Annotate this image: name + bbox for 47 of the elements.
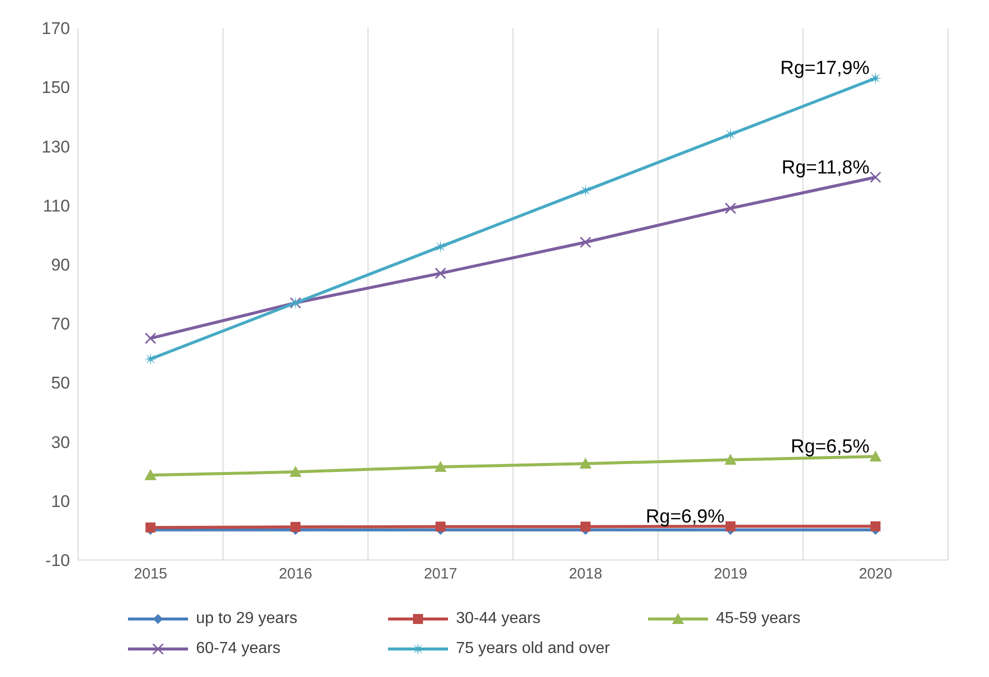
point	[870, 172, 882, 184]
point	[290, 466, 302, 477]
point	[726, 521, 736, 532]
y-tick-label: 70	[51, 314, 70, 334]
x-tick-label: 2015	[134, 566, 168, 583]
x-tick-label: 2020	[858, 566, 892, 583]
point	[580, 236, 592, 248]
point	[144, 352, 157, 366]
x-tick-label: 2017	[424, 566, 458, 583]
annotation: Rg=6,9%	[646, 506, 725, 528]
legend-label: 60-74 years	[196, 640, 280, 658]
point	[870, 450, 882, 462]
legend-label: 30-44 years	[456, 610, 540, 628]
y-tick-label: 50	[51, 374, 70, 393]
annotation: Rg=17,9%	[780, 58, 870, 80]
point	[579, 184, 592, 198]
point	[724, 128, 737, 141]
point	[144, 332, 156, 344]
annotation: Rg=6,5%	[790, 436, 870, 458]
point	[870, 521, 880, 532]
point	[144, 469, 156, 480]
legend-label: up to 29 years	[196, 610, 298, 628]
point	[724, 202, 736, 214]
annotation: Rg=11,8%	[782, 157, 870, 178]
y-tick-label: 10	[51, 492, 70, 511]
x-tick-label: 2018	[568, 566, 602, 583]
y-tick-label: 110	[42, 196, 70, 216]
y-tick-label: 90	[51, 255, 70, 274]
point	[436, 522, 446, 532]
x-tick-label: 2016	[278, 566, 312, 583]
y-tick-label: 170	[42, 19, 70, 38]
point	[580, 458, 592, 469]
legend-label: 75 years old and over	[456, 640, 610, 658]
point	[290, 522, 300, 532]
y-tick-label: 130	[42, 137, 70, 156]
y-tick-label: -10	[45, 551, 70, 570]
point	[724, 454, 736, 465]
point	[146, 522, 156, 532]
point	[869, 72, 882, 85]
point	[434, 460, 446, 472]
x-tick-label: 2019	[714, 566, 748, 583]
y-tick-label: 30	[51, 432, 70, 452]
y-tick-label: 150	[42, 78, 70, 98]
legend-label: 45-59 years	[716, 610, 800, 628]
point	[434, 240, 447, 254]
point	[434, 268, 446, 280]
point	[580, 522, 590, 532]
